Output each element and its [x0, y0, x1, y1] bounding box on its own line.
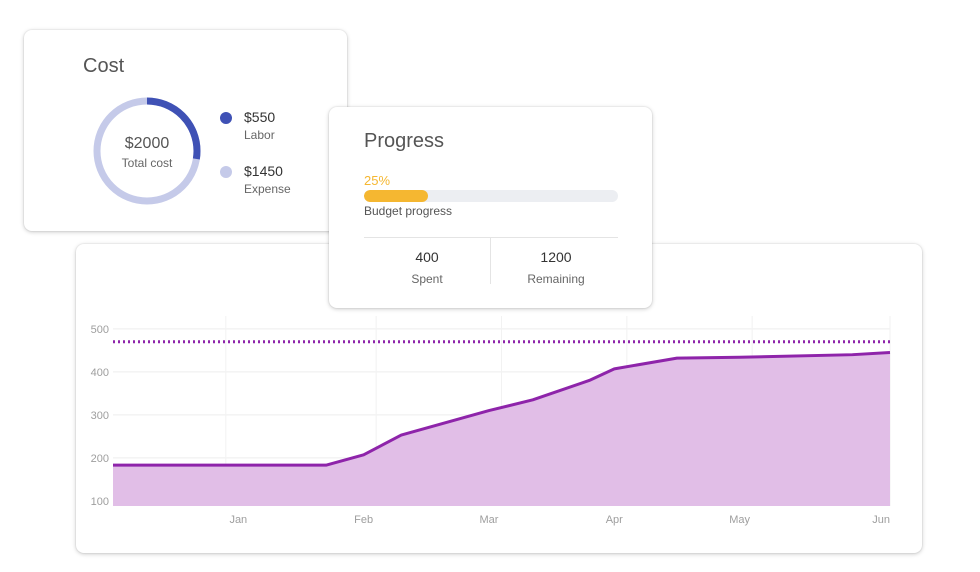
divider — [364, 237, 618, 238]
budget-progress-bar — [364, 190, 618, 202]
legend-label: Expense — [244, 182, 291, 196]
progress-card-title: Progress — [364, 130, 445, 152]
donut-total-value: $2000 — [124, 135, 170, 152]
progress-percent: 25% — [364, 173, 391, 188]
series-line — [113, 351, 891, 467]
x-tick-label: Jan — [229, 514, 247, 526]
y-tick-label: 200 — [91, 453, 109, 465]
legend-dot-icon — [220, 166, 232, 178]
cost-card: Cost $2000 Total cost $550 Labor $1450 E… — [24, 30, 347, 231]
budget-progress-fill — [364, 190, 428, 202]
x-tick-label: Mar — [479, 514, 498, 526]
progress-bar-label: Budget progress — [364, 204, 453, 218]
x-tick-label: Apr — [606, 514, 623, 526]
area-fill — [113, 352, 890, 506]
donut-labor-arc — [93, 97, 201, 205]
x-tick-label: Feb — [354, 514, 373, 526]
stat-value: 1200 — [540, 249, 572, 265]
stat-label: Spent — [411, 272, 443, 286]
y-tick-label: 500 — [91, 324, 109, 336]
stat-label: Remaining — [527, 272, 585, 286]
stat-remaining: 1200 Remaining — [493, 249, 619, 286]
area-chart: 100 200 300 400 500 Jan Feb Mar Apr May Jun — [91, 316, 891, 526]
legend-value: $550 — [244, 109, 276, 125]
cost-donut-chart — [93, 97, 201, 205]
stat-spent: 400 Spent — [364, 249, 490, 286]
donut-center: $2000 Total cost — [93, 97, 201, 205]
y-tick-label: 400 — [91, 367, 109, 379]
progress-card: Progress 25% Budget progress 400 Spent 1… — [329, 107, 652, 308]
cost-card-title: Cost — [83, 55, 125, 77]
x-tick-label: Jun — [872, 514, 890, 526]
divider — [490, 238, 491, 284]
donut-total-label: Total cost — [121, 156, 173, 170]
x-tick-label: May — [729, 514, 750, 526]
legend-value: $1450 — [244, 163, 283, 179]
stat-value: 400 — [415, 249, 439, 265]
legend-label: Labor — [244, 128, 275, 142]
legend-dot-icon — [220, 112, 232, 124]
y-tick-label: 100 — [91, 496, 109, 508]
y-tick-label: 300 — [91, 410, 109, 422]
